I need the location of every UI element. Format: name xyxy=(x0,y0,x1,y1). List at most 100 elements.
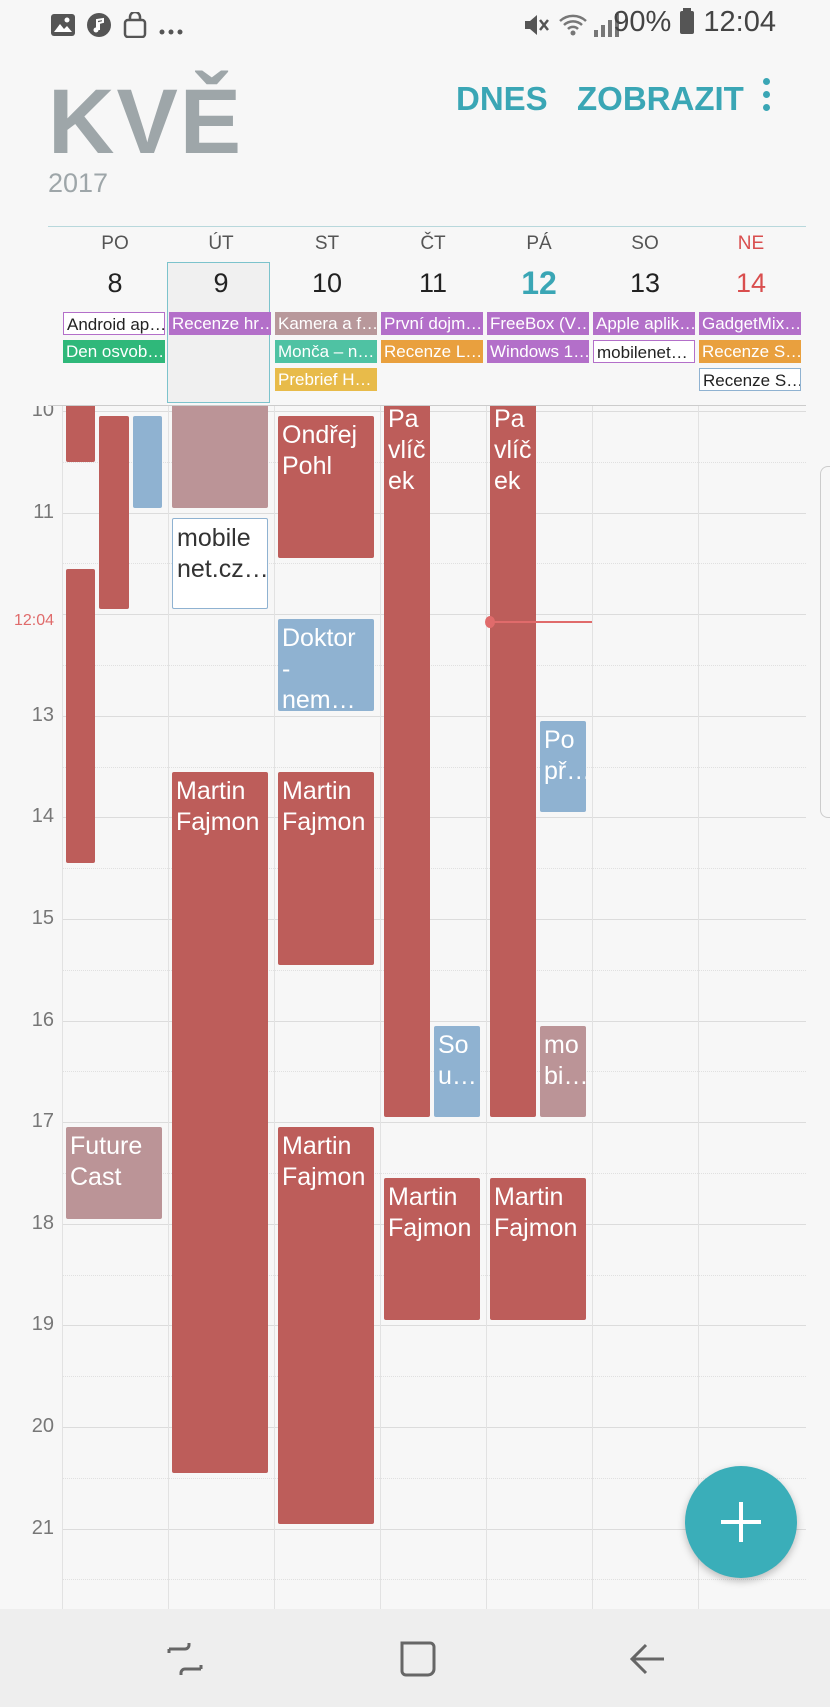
day-of-week-label: ČT xyxy=(420,233,446,254)
month-title: KVĚ xyxy=(48,71,244,173)
all-day-event[interactable]: Apple aplik… xyxy=(593,312,695,335)
current-time-line xyxy=(486,621,592,623)
day-number[interactable]: 14 xyxy=(735,268,767,298)
half-hour-line xyxy=(62,462,806,463)
half-hour-line xyxy=(62,767,806,768)
hour-line xyxy=(62,716,806,717)
calendar-event[interactable]: Pa vlíč ek xyxy=(490,406,536,1117)
calendar-event[interactable]: Martin Fajmon xyxy=(278,1127,374,1524)
all-day-event[interactable]: mobilenet… xyxy=(593,340,695,363)
current-time-dot xyxy=(485,616,495,628)
hour-line xyxy=(62,1122,806,1123)
hour-line xyxy=(62,1325,806,1326)
calendar-event[interactable]: Martin Fajmon xyxy=(490,1178,586,1320)
day-number[interactable]: 13 xyxy=(629,268,661,298)
time-grid[interactable]: 10 11 12:04 13 14 15 16 17 18 19 20 21 Future Cast mo… xyxy=(0,406,830,1609)
half-hour-line xyxy=(62,1376,806,1377)
hour-line xyxy=(62,1427,806,1428)
scroll-handle[interactable] xyxy=(820,466,830,818)
gallery-icon xyxy=(51,14,75,36)
hour-label: 18 xyxy=(31,1212,54,1234)
calendar-event[interactable]: Doktor - nem… xyxy=(278,619,374,711)
signal-icon xyxy=(594,14,619,37)
day-column-divider xyxy=(592,406,593,1609)
calendar-event[interactable]: Po př… xyxy=(540,721,586,812)
calendar-event[interactable] xyxy=(172,406,268,508)
all-day-event[interactable]: Windows 1… xyxy=(487,340,589,363)
hour-label: 19 xyxy=(31,1313,54,1335)
all-day-event[interactable]: Recenze L… xyxy=(381,340,483,363)
calendar-event[interactable]: Pa vlíč ek xyxy=(384,406,430,1117)
all-day-event[interactable]: Recenze S… xyxy=(699,368,801,391)
calendar-event[interactable]: mobile net.cz… xyxy=(172,518,268,609)
half-hour-line xyxy=(62,1478,806,1479)
hour-line xyxy=(62,919,806,920)
day-column-divider xyxy=(698,406,699,1609)
half-hour-line xyxy=(62,1173,806,1174)
navigation-bar xyxy=(0,1609,830,1707)
hour-line xyxy=(62,817,806,818)
calendar-event[interactable]: Ondřej Pohl xyxy=(278,416,374,558)
all-day-event[interactable]: Monča – n… xyxy=(275,340,377,363)
calendar-event[interactable]: Martin Fajmon xyxy=(278,772,374,965)
all-day-event[interactable]: První dojm… xyxy=(381,312,483,335)
add-event-button[interactable] xyxy=(685,1466,797,1578)
wifi-icon xyxy=(559,14,587,36)
year-label: 2017 xyxy=(48,168,109,198)
calendar-event[interactable] xyxy=(66,569,96,863)
bag-icon xyxy=(123,12,147,38)
all-day-event[interactable]: Recenze hr… xyxy=(169,312,271,335)
day-column-divider xyxy=(274,406,275,1609)
all-day-event[interactable]: Den osvob… xyxy=(63,340,165,363)
day-number[interactable]: 8 xyxy=(107,268,123,298)
hour-label: 17 xyxy=(31,1110,54,1132)
status-right: 90% 12:04 xyxy=(613,6,776,39)
all-day-event[interactable]: FreeBox (V… xyxy=(487,312,589,335)
hour-label: 13 xyxy=(31,704,54,726)
home-icon[interactable] xyxy=(398,1639,438,1679)
day-column-divider xyxy=(168,406,169,1609)
hour-label: 10 xyxy=(31,406,54,421)
hour-line xyxy=(62,614,806,615)
hour-line xyxy=(62,411,806,412)
all-day-divider xyxy=(48,405,806,406)
calendar-event[interactable] xyxy=(132,416,162,508)
day-of-week-label: PO xyxy=(101,233,129,254)
day-of-week-label: ÚT xyxy=(208,233,234,254)
hour-line xyxy=(62,1529,806,1530)
day-number[interactable]: 10 xyxy=(311,268,343,298)
all-day-event[interactable]: Android ap… xyxy=(63,312,165,335)
calendar-event[interactable] xyxy=(66,406,96,462)
day-number[interactable]: 11 xyxy=(418,268,448,298)
all-day-event[interactable]: GadgetMix… xyxy=(699,312,801,335)
back-icon[interactable] xyxy=(628,1639,668,1679)
music-icon xyxy=(87,13,111,37)
calendar-event[interactable]: Future Cast xyxy=(66,1127,162,1219)
all-day-event[interactable]: Prebrief H… xyxy=(275,368,377,391)
calendar-event[interactable] xyxy=(99,416,129,609)
status-bar: 90% 12:04 xyxy=(0,0,830,50)
recents-icon[interactable] xyxy=(165,1639,205,1679)
hour-line xyxy=(62,513,806,514)
half-hour-line xyxy=(62,970,806,971)
day-of-week-label: NE xyxy=(737,233,765,254)
calendar-event[interactable]: Martin Fajmon xyxy=(172,772,268,1473)
mute-icon xyxy=(525,15,549,35)
all-day-event[interactable]: Recenze S… xyxy=(699,340,801,363)
day-of-week-label: PÁ xyxy=(526,233,552,254)
overflow-menu-icon[interactable] xyxy=(756,78,776,118)
add-icon xyxy=(721,1502,761,1542)
all-day-event[interactable]: Kamera a f… xyxy=(275,312,377,335)
half-hour-line xyxy=(62,563,806,564)
calendar-event[interactable]: mo bi… xyxy=(540,1026,586,1117)
day-of-week-label: ST xyxy=(314,233,340,254)
view-button[interactable]: ZOBRAZIT xyxy=(577,80,744,117)
day-number[interactable]: 9 xyxy=(213,268,229,298)
clock: 12:04 xyxy=(703,6,776,38)
day-number[interactable]: 12 xyxy=(521,265,557,301)
calendar-event[interactable]: So u… xyxy=(434,1026,480,1117)
calendar-event[interactable]: Martin Fajmon xyxy=(384,1178,480,1320)
battery-percent: 90% xyxy=(613,6,672,38)
week-divider xyxy=(48,226,806,227)
today-button[interactable]: DNES xyxy=(456,80,548,117)
